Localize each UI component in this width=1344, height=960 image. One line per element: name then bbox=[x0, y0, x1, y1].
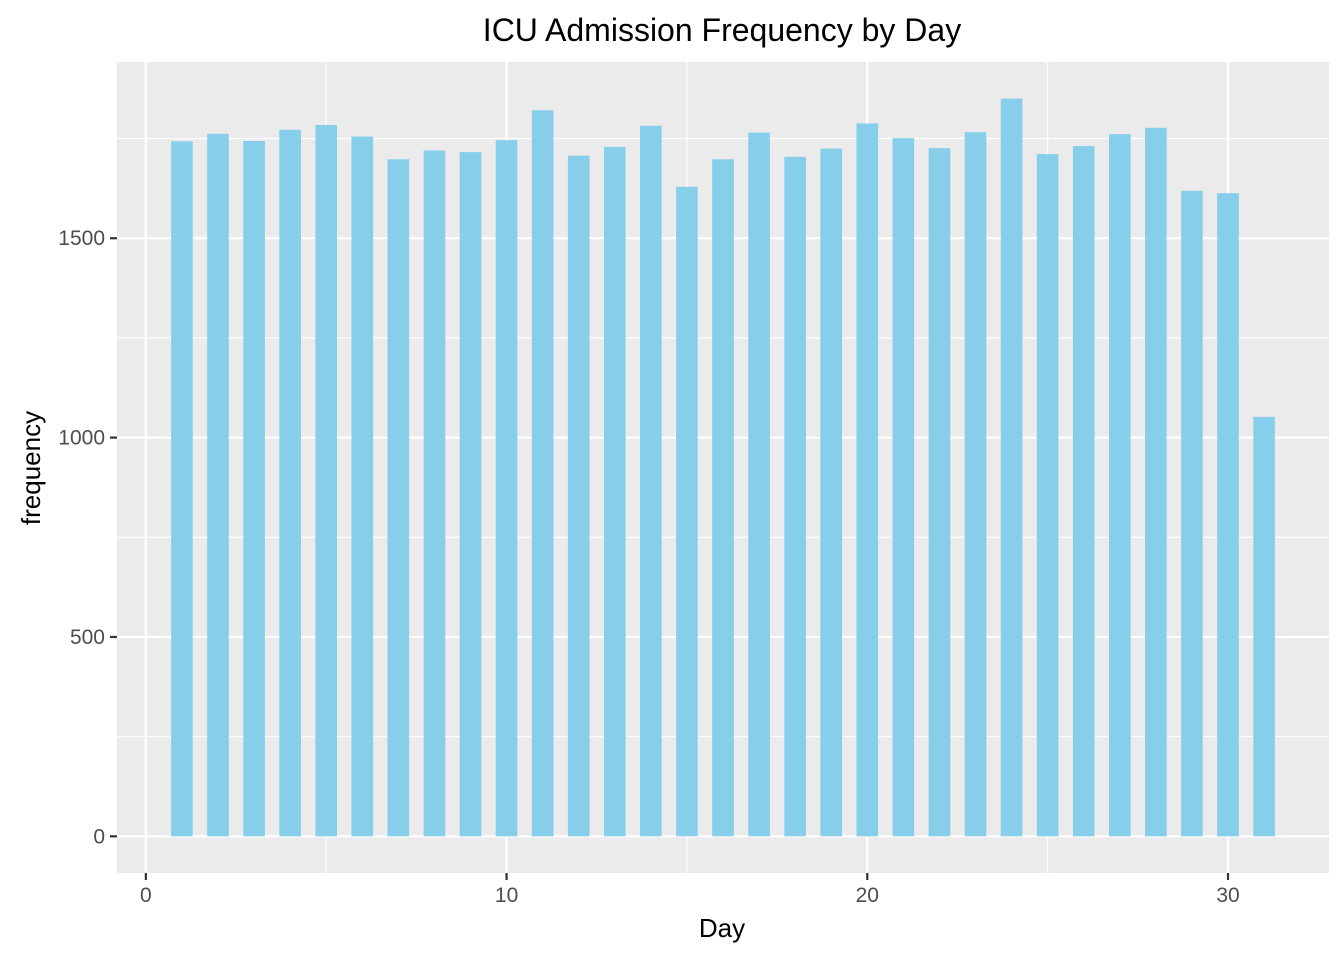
x-tick-label: 0 bbox=[140, 884, 152, 907]
y-tick-label: 1000 bbox=[58, 427, 105, 450]
bar-day-23 bbox=[964, 132, 987, 837]
y-axis: 0 500 1000 1500 bbox=[58, 227, 117, 848]
bar-day-6 bbox=[351, 136, 374, 837]
chart-title: ICU Admission Frequency by Day bbox=[483, 12, 961, 48]
bar-day-15 bbox=[676, 186, 698, 837]
bar-day-17 bbox=[748, 132, 770, 837]
bar-day-10 bbox=[495, 140, 518, 837]
bar-day-20 bbox=[856, 123, 879, 837]
x-axis-title: Day bbox=[699, 913, 745, 943]
bar-day-21 bbox=[892, 138, 915, 837]
bar-day-28 bbox=[1145, 127, 1167, 837]
bar-day-13 bbox=[603, 146, 626, 837]
bar-day-1 bbox=[171, 141, 193, 837]
bar-day-31 bbox=[1253, 416, 1275, 837]
bar-day-14 bbox=[640, 125, 662, 837]
bar-day-24 bbox=[1000, 98, 1023, 837]
bar-day-11 bbox=[531, 110, 554, 837]
bar-day-2 bbox=[207, 133, 229, 837]
bar-day-18 bbox=[784, 156, 806, 837]
x-tick-label: 20 bbox=[856, 884, 879, 907]
bar-day-22 bbox=[928, 148, 951, 837]
x-tick-label: 10 bbox=[495, 884, 518, 907]
bars bbox=[171, 98, 1275, 837]
bar-day-16 bbox=[712, 159, 734, 837]
bar-day-30 bbox=[1217, 193, 1239, 837]
bar-day-5 bbox=[315, 124, 338, 837]
y-tick-label: 500 bbox=[70, 626, 105, 649]
bar-day-27 bbox=[1108, 134, 1131, 837]
y-tick-label: 0 bbox=[93, 825, 105, 848]
y-axis-title: frequency bbox=[16, 411, 46, 525]
bar-day-29 bbox=[1181, 190, 1203, 837]
bar-day-8 bbox=[423, 150, 446, 837]
bar-day-3 bbox=[243, 140, 265, 837]
y-tick-label: 1500 bbox=[58, 227, 105, 250]
x-tick-label: 30 bbox=[1216, 884, 1239, 907]
bar-day-25 bbox=[1036, 154, 1059, 837]
x-axis: 0 10 20 30 bbox=[140, 873, 1240, 907]
bar-day-12 bbox=[567, 155, 590, 837]
bar-day-4 bbox=[279, 129, 301, 837]
bar-day-26 bbox=[1072, 146, 1095, 837]
bar-day-9 bbox=[459, 152, 482, 837]
bar-day-7 bbox=[387, 159, 410, 837]
bar-day-19 bbox=[820, 148, 843, 837]
